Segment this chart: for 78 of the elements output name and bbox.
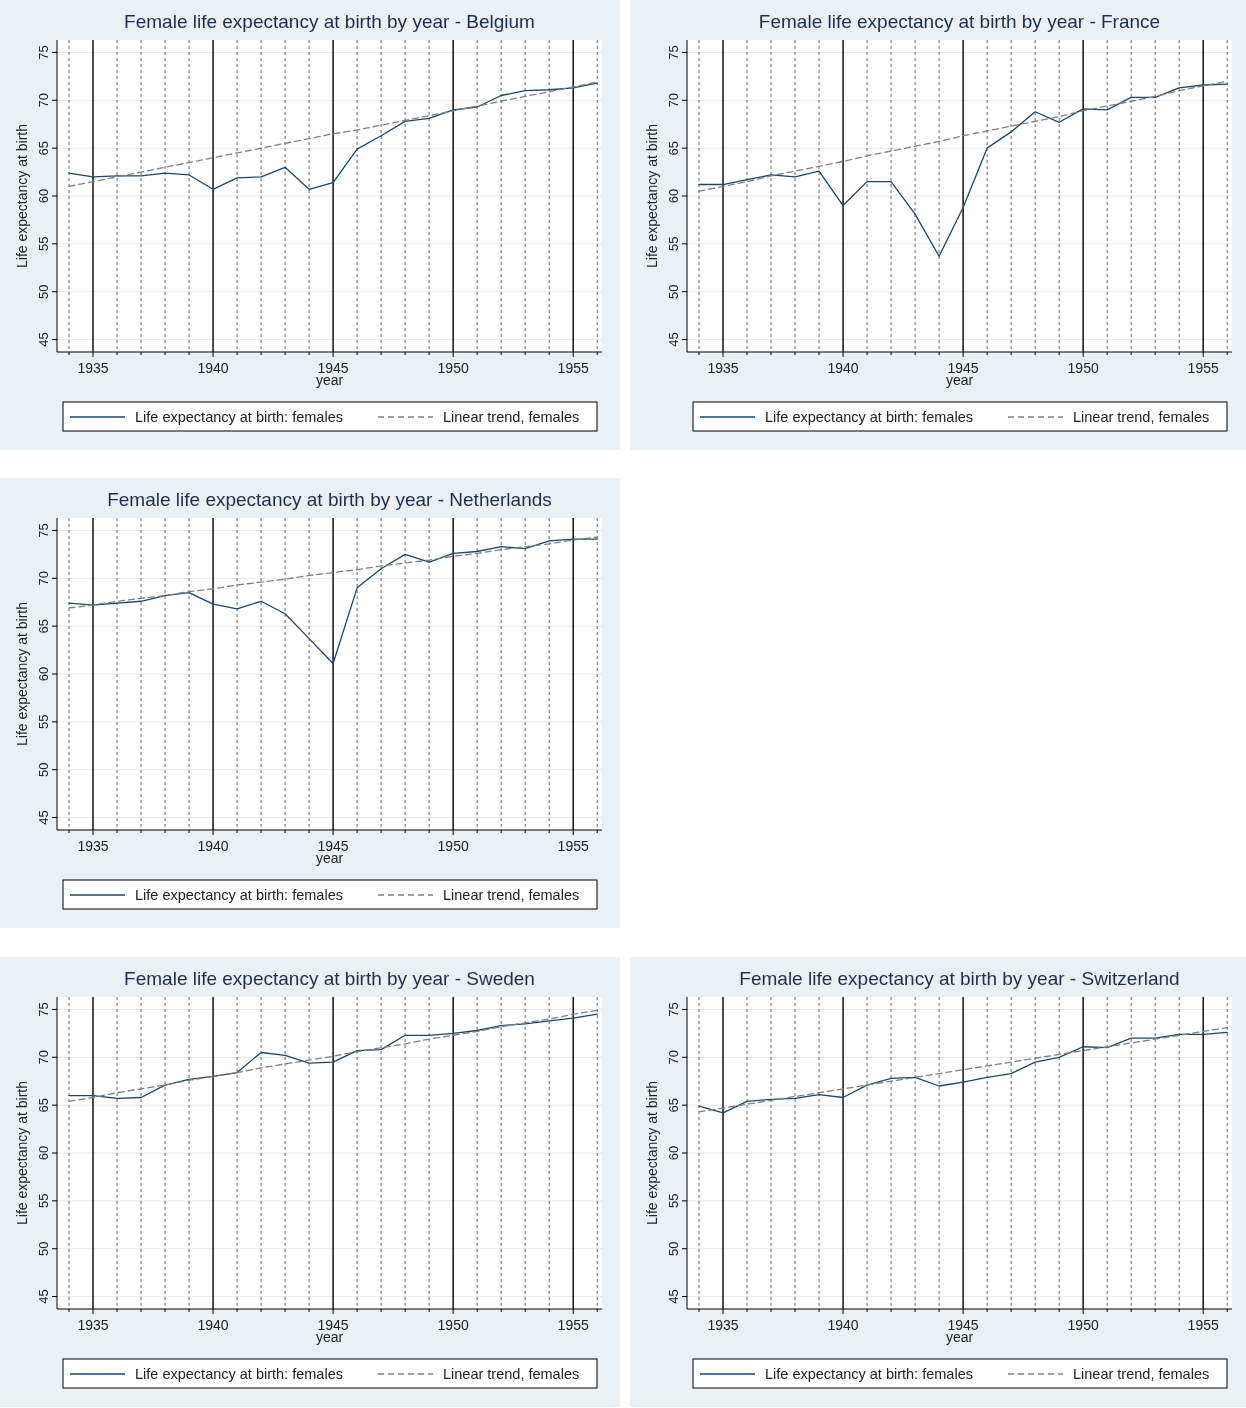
legend-label: Linear trend, females (1073, 1366, 1210, 1382)
chart-title: Female life expectancy at birth by year - Netherlands (107, 489, 552, 510)
y-tick-label: 45 (36, 332, 51, 347)
y-tick-label: 75 (666, 45, 681, 60)
y-tick-label: 55 (36, 236, 51, 252)
x-tick-label: 1955 (1187, 1317, 1219, 1333)
y-axis-title: Life expectancy at birth (14, 124, 30, 268)
y-tick-label: 50 (666, 284, 681, 299)
y-tick-label: 70 (666, 1050, 681, 1065)
legend-label: Life expectancy at birth: females (765, 409, 973, 425)
x-tick-label: 1940 (197, 838, 229, 854)
x-tick-label: 1935 (707, 360, 739, 376)
legend-label: Life expectancy at birth: females (765, 1366, 973, 1382)
x-tick-label: 1935 (77, 1317, 109, 1333)
chart-title: Female life expectancy at birth by year - Belgium (124, 11, 535, 32)
y-tick-label: 75 (36, 1002, 51, 1017)
x-tick-label: 1950 (437, 1317, 469, 1333)
y-tick-label: 65 (36, 140, 51, 156)
line-series (698, 83, 1228, 257)
x-tick-label: 1940 (197, 360, 229, 376)
y-tick-label: 70 (36, 1050, 51, 1065)
y-tick-label: 60 (36, 666, 51, 682)
y-tick-label: 50 (36, 762, 51, 777)
x-tick-label: 1950 (1067, 1317, 1099, 1333)
line-series (68, 538, 598, 665)
legend-label: Life expectancy at birth: females (135, 887, 343, 903)
x-tick-label: 1935 (77, 360, 109, 376)
y-tick-label: 45 (666, 1289, 681, 1304)
x-tick-label: 1935 (707, 1317, 739, 1333)
y-tick-label: 55 (666, 1193, 681, 1209)
x-tick-label: 1955 (557, 1317, 589, 1333)
y-tick-label: 65 (666, 140, 681, 156)
y-tick-label: 60 (666, 1145, 681, 1161)
y-tick-label: 65 (36, 618, 51, 634)
legend-label: Linear trend, females (1073, 409, 1210, 425)
y-axis-title: Life expectancy at birth (14, 602, 30, 746)
y-axis-title: Life expectancy at birth (14, 1081, 30, 1225)
y-tick-label: 60 (36, 188, 51, 204)
y-tick-label: 65 (666, 1097, 681, 1113)
x-tick-label: 1955 (1187, 360, 1219, 376)
y-tick-label: 45 (36, 1289, 51, 1304)
y-tick-label: 75 (36, 523, 51, 538)
x-tick-label: 1950 (1067, 360, 1099, 376)
y-tick-label: 50 (36, 1241, 51, 1256)
legend-label: Life expectancy at birth: females (135, 1366, 343, 1382)
x-tick-label: 1950 (437, 838, 469, 854)
legend-label: Linear trend, females (443, 887, 580, 903)
y-tick-label: 50 (36, 284, 51, 299)
x-tick-label: 1950 (437, 360, 469, 376)
y-tick-label: 75 (666, 1002, 681, 1017)
legend-label: Linear trend, females (443, 409, 580, 425)
x-tick-label: 1940 (827, 1317, 859, 1333)
y-tick-label: 70 (36, 571, 51, 586)
y-tick-label: 50 (666, 1241, 681, 1256)
chart-title: Female life expectancy at birth by year - Sweden (124, 968, 535, 989)
legend-label: Linear trend, females (443, 1366, 580, 1382)
y-tick-label: 60 (36, 1145, 51, 1161)
y-tick-label: 70 (666, 93, 681, 108)
y-tick-label: 55 (36, 1193, 51, 1209)
chart-title: Female life expectancy at birth by year - Switzerland (739, 968, 1180, 989)
y-tick-label: 75 (36, 45, 51, 60)
y-tick-label: 65 (36, 1097, 51, 1113)
y-tick-label: 55 (36, 714, 51, 730)
y-axis-title: Life expectancy at birth (644, 124, 660, 268)
x-tick-label: 1935 (77, 838, 109, 854)
line-series (68, 536, 598, 609)
legend-label: Life expectancy at birth: females (135, 409, 343, 425)
y-tick-label: 60 (666, 188, 681, 204)
y-tick-label: 70 (36, 93, 51, 108)
x-tick-label: 1955 (557, 838, 589, 854)
y-tick-label: 45 (36, 810, 51, 825)
x-tick-label: 1940 (827, 360, 859, 376)
y-tick-label: 45 (666, 332, 681, 347)
y-axis-title: Life expectancy at birth (644, 1081, 660, 1225)
y-tick-label: 55 (666, 236, 681, 252)
chart-title: Female life expectancy at birth by year - France (758, 11, 1161, 32)
x-tick-label: 1940 (197, 1317, 229, 1333)
x-tick-label: 1955 (557, 360, 589, 376)
